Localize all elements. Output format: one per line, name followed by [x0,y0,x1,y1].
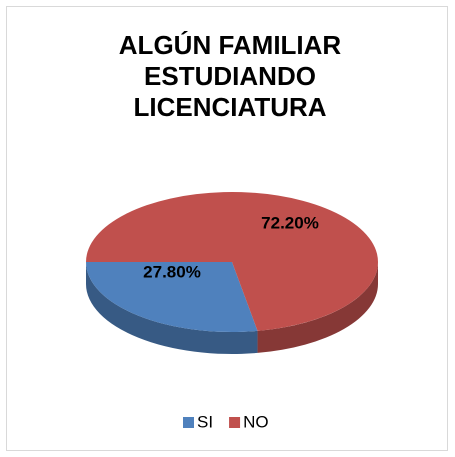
data-label: 72.20% [261,213,319,232]
slice-side [257,262,378,353]
slice [86,262,258,332]
data-label: 27.80% [143,262,201,281]
legend-label: SI [197,412,213,431]
legend-swatch [229,417,241,428]
slice [86,192,379,331]
legend-swatch [183,417,194,428]
slice-side [86,262,258,354]
chart-title: ALGÚN FAMILIAR ESTUDIANDO LICENCIATURA [118,30,342,122]
legend-label: NO [243,412,269,431]
